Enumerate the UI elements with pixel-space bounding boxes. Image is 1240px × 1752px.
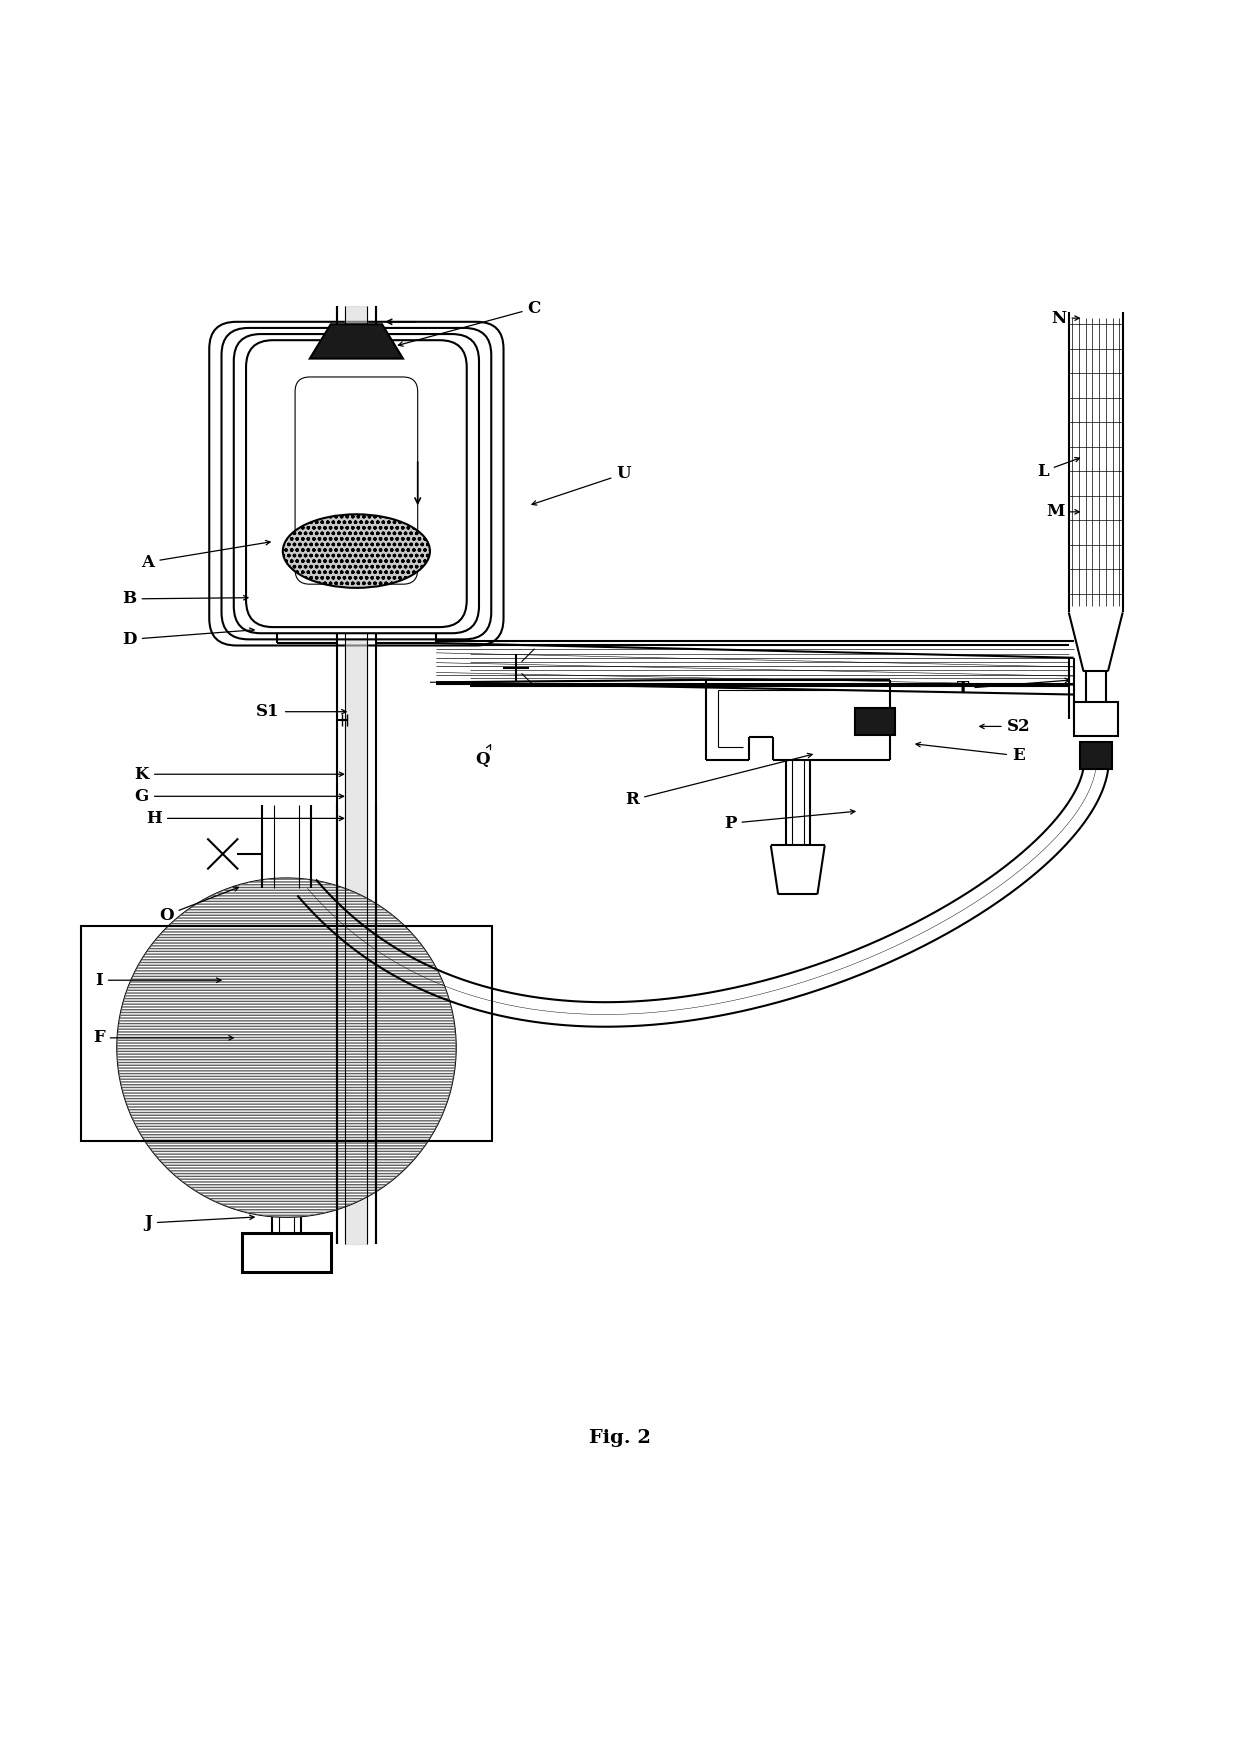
Text: O: O bbox=[159, 887, 238, 923]
Text: R: R bbox=[625, 753, 812, 808]
Text: F: F bbox=[93, 1030, 233, 1046]
FancyBboxPatch shape bbox=[295, 377, 418, 583]
Circle shape bbox=[118, 878, 456, 1218]
Bar bbox=[81, 925, 492, 1141]
Bar bbox=[856, 708, 894, 736]
Text: D: D bbox=[123, 627, 254, 648]
Text: L: L bbox=[1037, 457, 1080, 480]
Text: E: E bbox=[916, 743, 1025, 764]
FancyBboxPatch shape bbox=[222, 328, 491, 639]
Text: T: T bbox=[957, 678, 1070, 697]
Text: K: K bbox=[135, 766, 343, 783]
Text: B: B bbox=[123, 590, 248, 608]
Bar bbox=[242, 1233, 331, 1272]
Text: M: M bbox=[1047, 503, 1079, 520]
Circle shape bbox=[118, 878, 456, 1218]
Text: H: H bbox=[146, 809, 343, 827]
Text: P: P bbox=[724, 809, 854, 832]
Text: A: A bbox=[141, 540, 270, 571]
Bar bbox=[1080, 743, 1112, 769]
Text: N: N bbox=[1052, 310, 1079, 326]
FancyBboxPatch shape bbox=[210, 322, 503, 645]
Text: Q: Q bbox=[475, 745, 491, 767]
FancyBboxPatch shape bbox=[246, 340, 466, 627]
Text: G: G bbox=[135, 788, 343, 804]
Polygon shape bbox=[310, 324, 403, 359]
Ellipse shape bbox=[283, 515, 430, 589]
Bar bbox=[1074, 703, 1117, 736]
Text: S2: S2 bbox=[980, 718, 1030, 734]
FancyBboxPatch shape bbox=[234, 335, 479, 632]
Text: Fig. 2: Fig. 2 bbox=[589, 1428, 651, 1447]
Text: U: U bbox=[532, 466, 631, 505]
Text: J: J bbox=[144, 1214, 254, 1232]
Text: S1: S1 bbox=[257, 703, 346, 720]
Text: I: I bbox=[95, 972, 221, 988]
Text: C: C bbox=[398, 300, 541, 347]
